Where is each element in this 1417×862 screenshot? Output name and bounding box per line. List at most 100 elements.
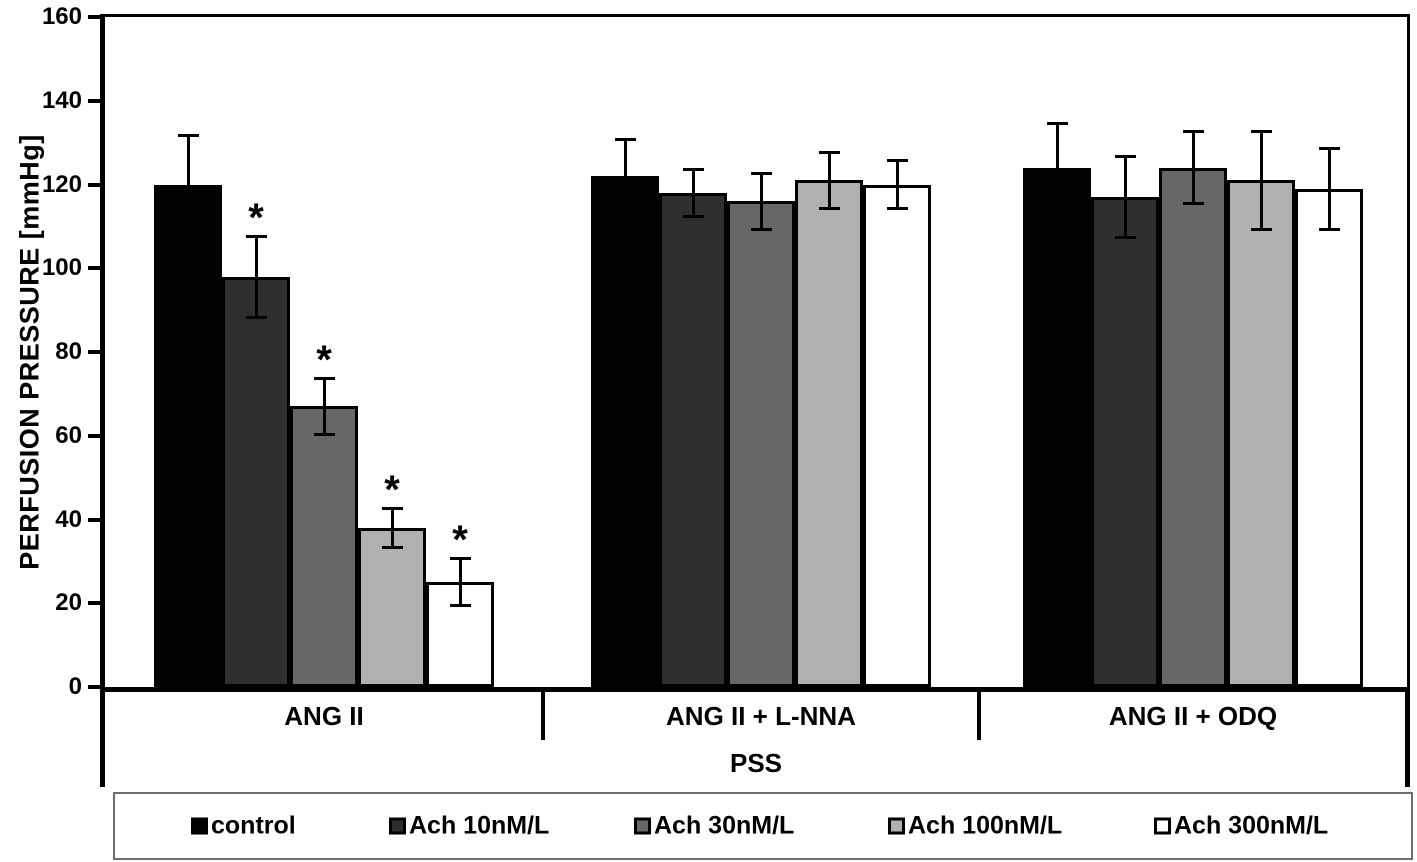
error-bar-stem bbox=[1055, 121, 1059, 214]
bar bbox=[795, 180, 863, 687]
legend-label: Ach 100nM/L bbox=[908, 811, 1063, 840]
axis-end-tick-right bbox=[1405, 692, 1410, 787]
error-bar-cap-top bbox=[1182, 130, 1204, 134]
error-bar-cap-bottom bbox=[449, 604, 471, 608]
category-label: ANG II + ODQ bbox=[1108, 700, 1278, 731]
error-bar-cap-bottom bbox=[750, 227, 772, 231]
legend-swatch bbox=[888, 817, 905, 835]
y-tick-label: 80 bbox=[55, 338, 82, 365]
bar bbox=[591, 176, 659, 687]
y-tick-mark bbox=[88, 15, 100, 19]
bar bbox=[1159, 167, 1227, 687]
error-bar-cap-top bbox=[614, 138, 636, 142]
y-tick-mark bbox=[88, 433, 100, 438]
error-bar-cap-bottom bbox=[177, 231, 199, 235]
bar bbox=[1023, 167, 1091, 687]
error-bar-cap-bottom bbox=[818, 206, 840, 210]
bar bbox=[154, 184, 222, 687]
y-tick-label: 0 bbox=[68, 673, 82, 700]
error-bar-cap-top bbox=[177, 134, 199, 138]
error-bar-cap-bottom bbox=[1250, 227, 1272, 231]
y-tick-mark bbox=[88, 266, 100, 271]
error-bar-stem bbox=[827, 151, 831, 210]
error-bar-cap-bottom bbox=[614, 210, 636, 214]
legend-label: Ach 30nM/L bbox=[654, 811, 795, 840]
error-bar-stem bbox=[322, 377, 326, 436]
legend-item: control bbox=[191, 811, 296, 840]
error-bar-stem bbox=[1327, 146, 1331, 231]
legend: control Ach 10nM/L Ach 30nM/L Ach 100nM/L Ac… bbox=[113, 792, 1413, 860]
y-tick-label: 60 bbox=[55, 421, 82, 449]
legend-item: Ach 300nM/L bbox=[1154, 811, 1329, 840]
error-bar-stem bbox=[390, 506, 394, 549]
legend-swatch bbox=[1154, 817, 1171, 835]
category-label: ANG II bbox=[284, 700, 364, 731]
significance-asterisk: * bbox=[316, 338, 332, 383]
legend-label: Ach 10nM/L bbox=[409, 811, 550, 840]
bar bbox=[1295, 188, 1363, 687]
error-bar-cap-top bbox=[449, 557, 471, 561]
significance-asterisk: * bbox=[248, 195, 264, 240]
y-tick-label: 40 bbox=[55, 505, 82, 533]
legend-item: Ach 30nM/L bbox=[634, 811, 795, 840]
y-tick-label: 140 bbox=[41, 86, 82, 114]
legend-item: Ach 100nM/L bbox=[888, 811, 1063, 840]
legend-label: control bbox=[211, 811, 296, 840]
bar bbox=[1091, 197, 1159, 687]
legend-swatch bbox=[634, 817, 651, 835]
bar bbox=[1227, 180, 1295, 687]
category-divider bbox=[541, 692, 545, 740]
error-bar-cap-top bbox=[245, 234, 267, 238]
error-bar-cap-top bbox=[886, 159, 908, 163]
error-bar-cap-bottom bbox=[1046, 210, 1068, 214]
outer-category-label: PSS bbox=[729, 748, 783, 778]
error-bar-cap-bottom bbox=[682, 215, 704, 218]
x-axis-outer-label-row: PSS bbox=[105, 740, 1407, 787]
error-bar-stem bbox=[254, 234, 258, 319]
bar bbox=[358, 527, 426, 687]
bar bbox=[863, 184, 931, 687]
error-bar-cap-bottom bbox=[381, 545, 403, 549]
x-axis-category-row: ANG II ANG II + L-NNA ANG II + ODQ bbox=[105, 692, 1407, 740]
y-tick-mark bbox=[88, 182, 100, 187]
significance-asterisk: * bbox=[452, 518, 468, 563]
error-bar-cap-top bbox=[1250, 130, 1272, 134]
error-bar-stem bbox=[691, 167, 695, 218]
error-bar-cap-top bbox=[818, 151, 840, 154]
legend-swatch bbox=[191, 817, 208, 835]
category-divider bbox=[977, 692, 981, 740]
legend-swatch bbox=[389, 817, 406, 835]
error-bar-cap-top bbox=[313, 377, 335, 381]
error-bar-cap-top bbox=[381, 506, 403, 510]
y-tick-mark bbox=[88, 98, 100, 103]
error-bar-cap-top bbox=[1114, 155, 1136, 159]
y-tick-label: 20 bbox=[55, 589, 82, 617]
bar bbox=[727, 201, 795, 687]
error-bar-stem bbox=[186, 134, 190, 235]
error-bar-stem bbox=[895, 159, 899, 210]
error-bar-cap-bottom bbox=[313, 432, 335, 436]
error-bar-cap-bottom bbox=[245, 315, 267, 319]
bar bbox=[222, 276, 290, 687]
y-tick-mark bbox=[88, 685, 100, 689]
error-bar-cap-top bbox=[1046, 121, 1068, 125]
error-bar-cap-top bbox=[1318, 146, 1340, 150]
significance-asterisk: * bbox=[384, 467, 400, 512]
y-tick-mark bbox=[88, 517, 100, 522]
error-bar-stem bbox=[759, 171, 763, 231]
legend-label: Ach 300nM/L bbox=[1174, 811, 1329, 840]
error-bar-stem bbox=[623, 138, 627, 214]
category-label: ANG II + L-NNA bbox=[666, 700, 856, 731]
y-tick-label: 100 bbox=[41, 254, 82, 282]
y-tick-mark bbox=[88, 350, 100, 354]
y-tick-label: 120 bbox=[41, 170, 82, 198]
legend-item: Ach 10nM/L bbox=[389, 811, 550, 840]
error-bar-stem bbox=[458, 557, 462, 608]
error-bar-cap-bottom bbox=[1182, 202, 1204, 206]
plot-area: * * * * bbox=[100, 14, 1410, 692]
error-bar-stem bbox=[1123, 155, 1127, 239]
error-bar-cap-bottom bbox=[1114, 235, 1136, 239]
bar bbox=[290, 406, 358, 687]
bar bbox=[659, 192, 727, 687]
